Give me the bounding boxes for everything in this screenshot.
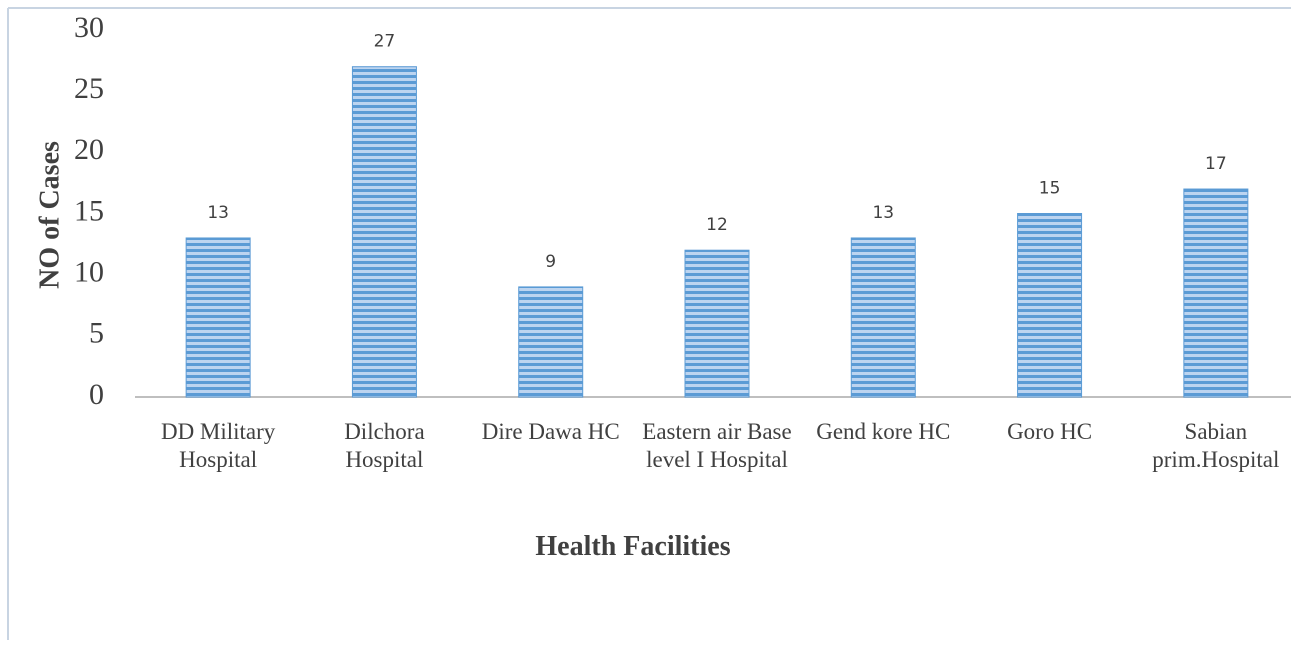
y-tick-label: 0 xyxy=(89,378,104,411)
x-tick-label: Sabian prim.Hospital xyxy=(1152,419,1280,472)
data-label: 27 xyxy=(374,32,396,52)
x-tick-label: Eastern air Base level I Hospital xyxy=(642,419,792,472)
x-tick-label: DD Military Hospital xyxy=(160,419,276,472)
y-axis-title: NO of Cases xyxy=(34,141,65,289)
y-tick-label: 30 xyxy=(74,11,104,44)
bar xyxy=(1183,188,1249,398)
bar xyxy=(351,66,417,398)
bar xyxy=(684,249,750,398)
y-tick-label: 10 xyxy=(74,256,104,289)
x-tick-label: Dire Dawa HC xyxy=(481,419,620,444)
bar xyxy=(1017,213,1083,398)
x-tick-label: Dilchora Hospital xyxy=(344,419,425,472)
y-tick-label: 25 xyxy=(74,72,104,105)
y-tick-label: 15 xyxy=(74,194,104,227)
data-label: 13 xyxy=(207,203,229,223)
bar xyxy=(185,237,251,398)
y-tick-label: 5 xyxy=(89,317,104,350)
data-label: 17 xyxy=(1205,154,1227,174)
y-tick-label: 20 xyxy=(74,133,104,166)
data-label: 9 xyxy=(545,252,556,272)
x-tick-label: Goro HC xyxy=(1007,419,1093,444)
bar xyxy=(850,237,916,398)
x-axis-title: Health Facilities xyxy=(535,531,730,562)
x-tick-label: Gend kore HC xyxy=(816,419,951,444)
data-label: 13 xyxy=(872,203,894,223)
data-label: 12 xyxy=(706,215,728,235)
data-label: 15 xyxy=(1039,179,1061,199)
bar xyxy=(518,286,584,398)
